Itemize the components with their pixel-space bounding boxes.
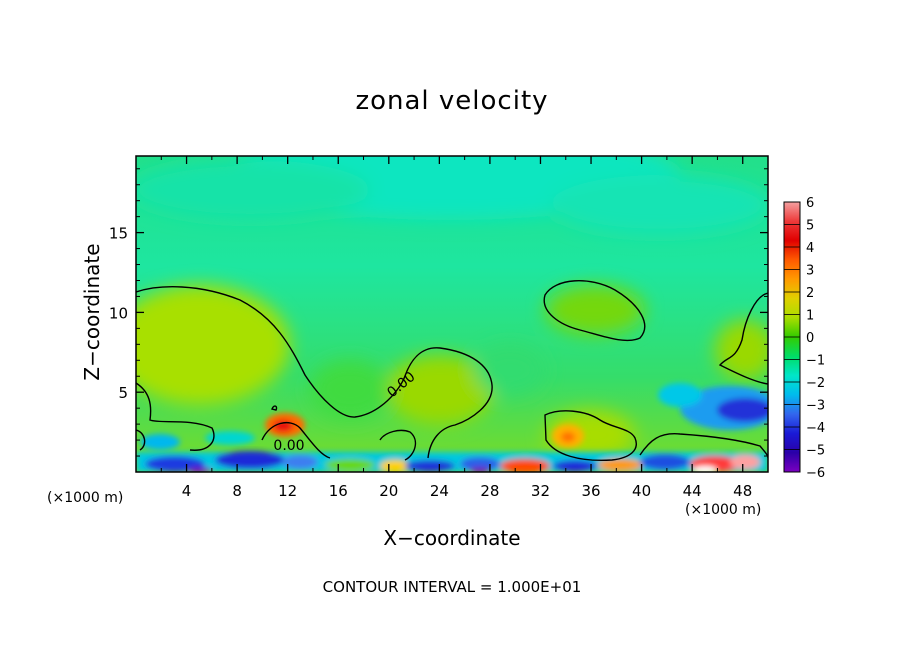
colorbar-label: 2 (806, 286, 814, 301)
x-tick-label: 44 (683, 482, 702, 500)
y-tick-label: 10 (109, 304, 128, 322)
chart-title: zonal velocity (355, 86, 549, 116)
y-tick-label: 5 (118, 384, 128, 402)
y-axis: 5 10 15 (109, 168, 768, 457)
x-axis-label: X−coordinate (383, 526, 521, 550)
y-tick-label: 15 (109, 225, 128, 243)
colorbar-label: 5 (806, 219, 814, 234)
colorbar-label: 4 (806, 241, 814, 256)
colorbar-label: 1 (806, 309, 814, 324)
x-tick-label: 20 (379, 482, 398, 500)
colorbar-label: 3 (806, 264, 814, 279)
x-tick-label: 12 (278, 482, 297, 500)
x-tick-label: 16 (329, 482, 348, 500)
colorbar-label: −1 (806, 354, 825, 369)
x-tick-label: 8 (232, 482, 242, 500)
contour-interval-note: CONTOUR INTERVAL = 1.000E+01 (322, 578, 582, 596)
colorbar: 6 5 4 3 2 1 0 −1 −2 −3 −4 −5 −6 (783, 196, 825, 481)
colorbar-label: 6 (806, 196, 814, 211)
x-units-left: (×1000 m) (47, 490, 124, 506)
x-tick-label: 40 (632, 482, 651, 500)
x-tick-label: 4 (182, 482, 192, 500)
colorbar-label: −4 (806, 421, 825, 436)
x-tick-label: 36 (581, 482, 600, 500)
plot-frame (135, 155, 769, 473)
colorbar-label: −2 (806, 376, 825, 391)
colorbar-label: −5 (806, 444, 825, 459)
x-tick-label: 28 (480, 482, 499, 500)
colorbar-label: 0 (806, 331, 814, 346)
x-tick-label: 24 (430, 482, 449, 500)
x-units-right: (×1000 m) (685, 502, 762, 518)
contour-label: 0.00 (273, 438, 304, 454)
colorbar-label: −3 (806, 399, 825, 414)
x-tick-label: 32 (531, 482, 550, 500)
contour-lines (136, 280, 768, 462)
colorbar-label: −6 (806, 466, 825, 481)
x-axis: 4 8 12 16 20 24 28 32 36 40 44 48 (160, 156, 752, 500)
velocity-field (136, 156, 768, 472)
x-tick-label: 48 (733, 482, 752, 500)
